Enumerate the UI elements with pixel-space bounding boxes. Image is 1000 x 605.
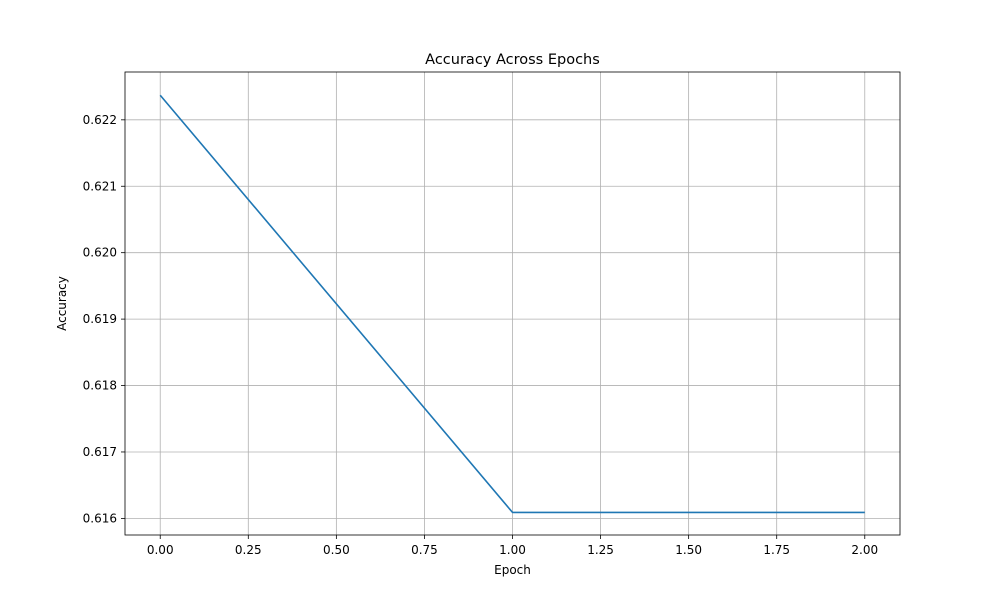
grid (125, 72, 900, 535)
x-tick-label: 0.25 (235, 543, 262, 557)
x-tick-label: 1.50 (675, 543, 702, 557)
y-tick-label: 0.620 (83, 246, 117, 260)
x-tick-label: 0.00 (147, 543, 174, 557)
chart-title: Accuracy Across Epochs (425, 52, 600, 68)
y-axis-ticks: 0.616 0.617 0.618 0.619 0.620 0.621 0.622 (83, 113, 125, 525)
series-line (159, 94, 865, 514)
series-layer (159, 94, 865, 514)
x-tick-label: 0.75 (411, 543, 438, 557)
y-tick-label: 0.618 (83, 379, 117, 393)
y-tick-label: 0.616 (83, 511, 117, 525)
y-tick-label: 0.621 (83, 179, 117, 193)
y-tick-label: 0.619 (83, 312, 117, 326)
x-tick-label: 1.75 (763, 543, 790, 557)
x-tick-label: 1.00 (499, 543, 526, 557)
x-tick-label: 2.00 (851, 543, 878, 557)
x-axis-ticks: 0.00 0.25 0.50 0.75 1.00 1.25 1.50 1.75 2.00 (147, 535, 878, 557)
y-tick-label: 0.617 (83, 445, 117, 459)
x-axis-label: Epoch (494, 563, 531, 577)
x-tick-label: 0.50 (323, 543, 350, 557)
y-axis-label: Accuracy (55, 276, 69, 331)
y-tick-label: 0.622 (83, 113, 117, 127)
x-tick-label: 1.25 (587, 543, 614, 557)
